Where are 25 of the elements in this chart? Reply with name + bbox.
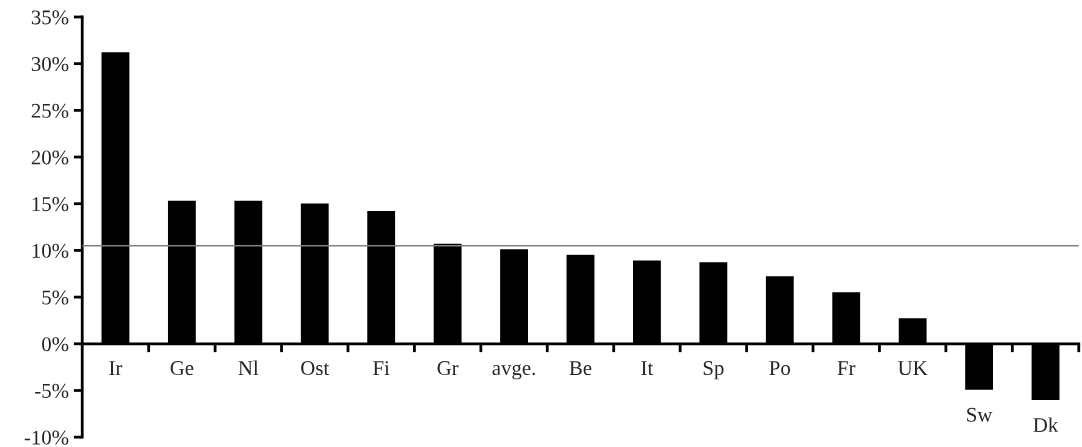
x-tick-label: avge. (492, 364, 535, 380)
x-tick-label: Dk (1033, 417, 1059, 432)
y-tick-label: -5% (35, 383, 69, 398)
x-tick-label: Fr (837, 361, 856, 375)
y-tick-label: 30% (31, 57, 69, 72)
x-tick-label: UK (898, 361, 928, 376)
x-tick-label: Fi (373, 361, 390, 375)
x-tick-label: Sp (703, 361, 724, 380)
y-tick-label: 15% (32, 197, 69, 212)
x-tick-label: Sw (967, 407, 993, 422)
x-tick-label: Gr (437, 361, 459, 376)
x-tick-label: Ost (301, 361, 330, 376)
x-tick-label: Nl (238, 360, 259, 375)
x-tick-label: Be (569, 361, 592, 376)
y-tick-label: 10% (32, 243, 69, 258)
x-tick-label: Ge (170, 361, 194, 376)
y-tick-label: 5% (42, 290, 69, 305)
x-tick-label: It (641, 361, 654, 376)
y-tick-label: 25% (31, 103, 69, 118)
x-tick-label: Ir (109, 361, 123, 375)
y-tick-label: -10% (24, 430, 69, 445)
x-tick-label: Po (769, 361, 791, 376)
y-tick-label: 20% (31, 150, 69, 165)
y-tick-label: 35% (31, 10, 69, 25)
y-tick-label: 0% (42, 337, 69, 352)
